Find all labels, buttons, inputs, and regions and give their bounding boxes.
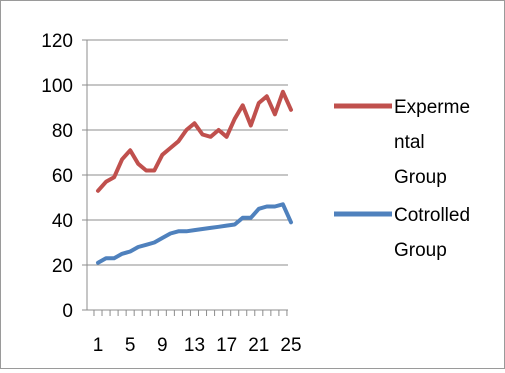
y-tick-label: 20 <box>52 256 73 277</box>
y-tick-label: 40 <box>52 211 73 232</box>
legend-label: ntal <box>394 132 425 153</box>
y-tick-label: 80 <box>52 121 73 142</box>
x-tick-label: 21 <box>248 335 269 356</box>
y-tick-label: 120 <box>41 31 73 52</box>
series-line-2 <box>98 204 291 262</box>
x-tick-label: 25 <box>280 335 301 356</box>
x-tick-label: 9 <box>157 335 168 356</box>
legend-label: Group <box>394 240 447 261</box>
x-tick-label: 17 <box>216 335 237 356</box>
y-tick-label: 60 <box>52 166 73 187</box>
legend-label: Experme <box>394 97 470 118</box>
y-tick-label: 100 <box>41 76 73 97</box>
x-tick-label: 1 <box>93 335 104 356</box>
x-tick-label: 13 <box>184 335 205 356</box>
legend-label: Group <box>394 167 447 188</box>
y-tick-label: 0 <box>62 301 73 322</box>
series-line-1 <box>98 92 291 191</box>
x-tick-label: 5 <box>125 335 136 356</box>
legend-label: Cotrolled <box>394 205 470 226</box>
